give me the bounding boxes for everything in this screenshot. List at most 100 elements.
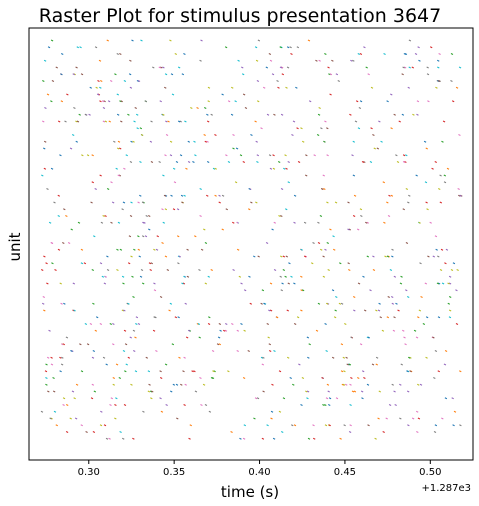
spike-mark <box>406 370 409 373</box>
spike-mark <box>200 404 203 406</box>
spike-mark <box>371 363 375 366</box>
spike-mark <box>257 39 261 42</box>
spike-mark <box>301 140 305 143</box>
spike-mark <box>363 46 366 49</box>
spike-mark <box>416 431 419 433</box>
spike-mark <box>329 228 332 231</box>
spike-mark <box>263 302 266 305</box>
spike-mark <box>44 107 47 109</box>
spike-mark <box>452 424 455 427</box>
spike-mark <box>279 46 282 49</box>
spike-mark <box>417 316 420 319</box>
spike-mark <box>170 194 173 197</box>
spike-mark <box>280 255 283 258</box>
spike-mark <box>232 221 235 224</box>
spike-mark <box>188 437 191 440</box>
spike-mark <box>291 134 294 136</box>
spike-mark <box>443 181 447 184</box>
spike-mark <box>217 336 221 339</box>
spike-mark <box>94 329 98 332</box>
spike-mark <box>351 390 355 393</box>
spike-mark <box>50 356 53 359</box>
spike-mark <box>269 59 273 62</box>
y-axis-label: unit <box>6 232 24 261</box>
spike-mark <box>185 167 188 170</box>
spike-mark <box>79 343 82 346</box>
spike-mark <box>325 350 328 352</box>
spike-mark <box>194 390 198 393</box>
spike-mark <box>331 59 334 62</box>
spike-mark <box>46 188 49 190</box>
x-tick-label: 0.30 <box>78 467 100 478</box>
spike-mark <box>378 120 381 123</box>
spike-mark <box>401 113 405 116</box>
spike-mark <box>248 188 251 190</box>
spike-mark <box>65 215 68 217</box>
spike-mark <box>57 215 60 217</box>
spike-mark <box>378 390 382 393</box>
spike-mark <box>121 208 124 211</box>
spike-mark <box>141 235 145 238</box>
spike-mark <box>405 154 408 157</box>
spike-mark <box>204 404 208 406</box>
spike-mark <box>40 410 44 413</box>
spike-mark <box>150 161 154 163</box>
spike-mark <box>132 140 135 143</box>
x-tick-label: 0.40 <box>248 467 270 478</box>
spike-mark <box>242 437 246 440</box>
spike-mark <box>426 66 429 69</box>
spike-mark <box>415 336 419 339</box>
spike-mark <box>60 100 64 103</box>
spike-mark <box>169 140 173 143</box>
spike-mark <box>141 282 145 285</box>
spike-mark <box>171 343 175 346</box>
spike-mark <box>110 181 113 184</box>
spike-mark <box>193 370 196 373</box>
spike-mark <box>102 215 105 217</box>
spike-mark <box>182 282 186 285</box>
spike-mark <box>132 329 136 332</box>
spike-mark <box>91 154 94 157</box>
spike-mark <box>253 417 256 420</box>
spike-mark <box>114 73 117 76</box>
spike-mark <box>389 269 393 271</box>
spike-mark <box>61 343 64 346</box>
spike-mark <box>286 66 290 69</box>
spike-mark <box>123 80 127 82</box>
spike-mark <box>116 248 119 251</box>
spike-mark <box>48 329 51 332</box>
spike-mark <box>444 262 447 265</box>
spike-mark <box>162 221 165 224</box>
spike-mark <box>276 80 279 82</box>
spike-mark <box>442 120 446 123</box>
spike-mark <box>335 73 339 76</box>
spike-mark <box>127 262 131 265</box>
spike-mark <box>184 302 187 305</box>
spike-mark <box>328 404 331 406</box>
spike-mark <box>355 100 359 103</box>
spike-mark <box>139 194 142 197</box>
spike-mark <box>74 417 78 420</box>
spike-mark <box>388 194 391 197</box>
spike-mark <box>178 356 181 359</box>
spike-mark <box>84 323 88 325</box>
spike-mark <box>300 309 303 312</box>
spike-mark <box>200 39 203 42</box>
spike-mark <box>166 269 170 271</box>
spike-mark <box>307 39 311 42</box>
spike-mark <box>116 93 120 96</box>
spike-mark <box>161 242 164 244</box>
spike-mark <box>51 262 54 265</box>
spike-mark <box>218 194 221 197</box>
spike-mark <box>313 154 316 157</box>
spike-mark <box>77 221 81 224</box>
spike-mark <box>256 80 260 82</box>
spike-mark <box>377 417 380 420</box>
spike-mark <box>130 201 133 204</box>
spike-mark <box>273 269 277 271</box>
spike-mark <box>327 390 330 393</box>
spike-mark <box>402 208 405 211</box>
spike-mark <box>296 127 299 130</box>
spike-mark <box>206 194 209 197</box>
spike-mark <box>293 221 296 224</box>
